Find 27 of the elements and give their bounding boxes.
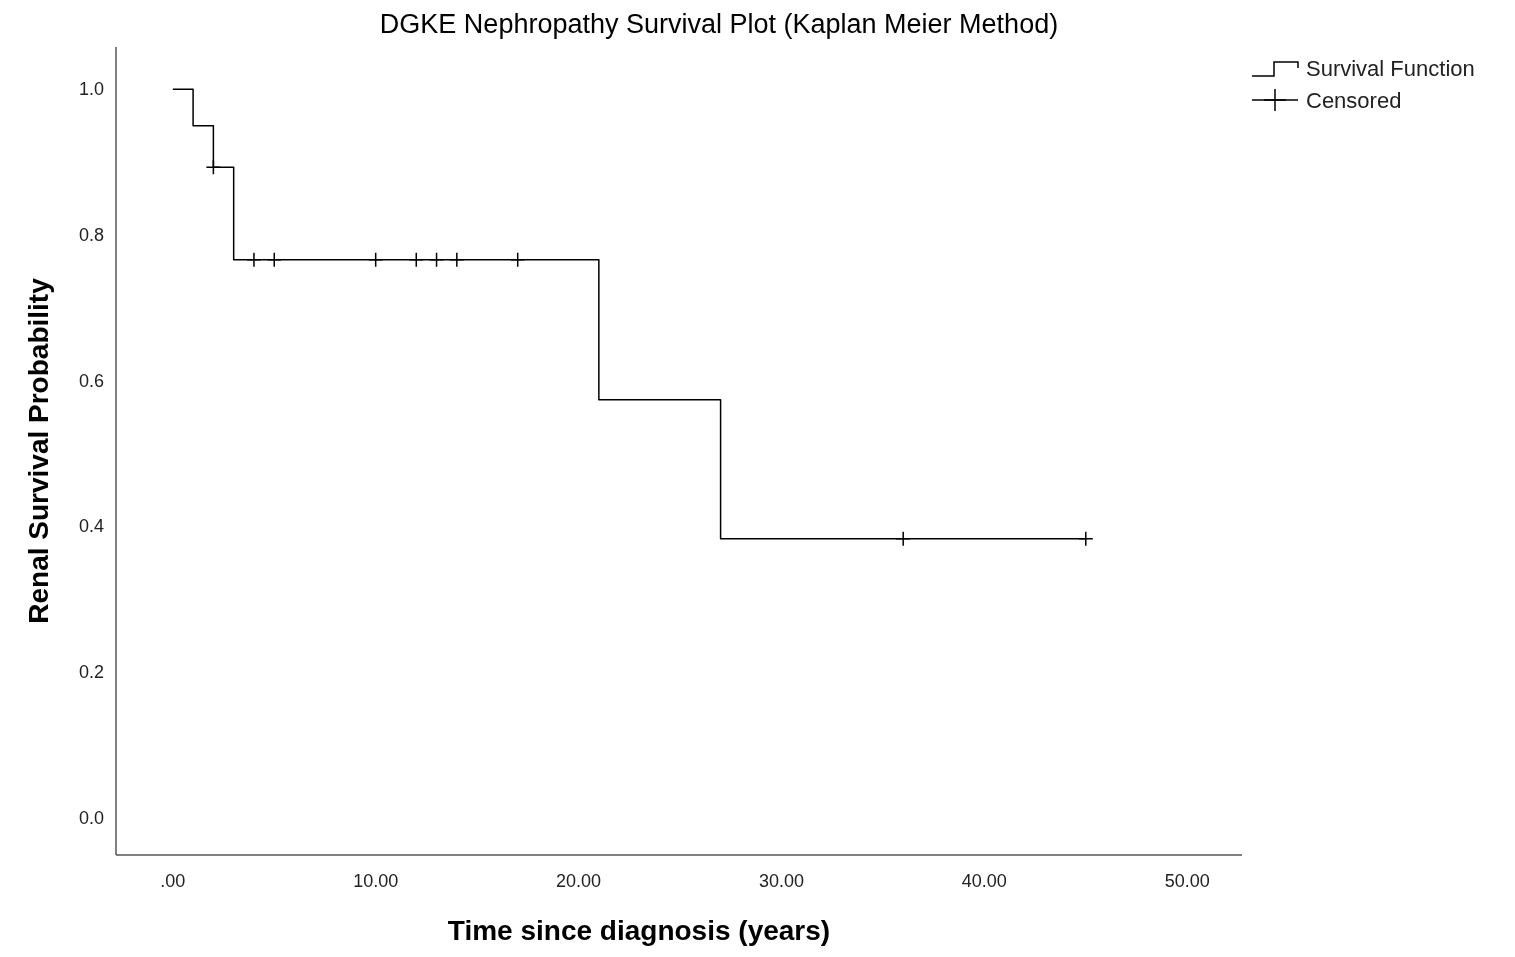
x-tick-label: 30.00 <box>758 871 804 891</box>
y-tick-label: 0.2 <box>78 662 104 683</box>
y-tick-label: 0.6 <box>78 370 104 391</box>
y-tick-label: 1.0 <box>78 79 104 100</box>
point <box>205 159 222 175</box>
y-tick-label: 0.8 <box>78 224 104 245</box>
point <box>428 252 445 268</box>
x-tick-label: .00 <box>160 871 186 891</box>
legend-label: Survival Function <box>1306 56 1475 81</box>
y-tick-label: 0.4 <box>78 516 104 537</box>
y-tick-label: 0.0 <box>78 807 104 828</box>
chart-title: DGKE Nephropathy Survival Plot (Kaplan Meier Method) <box>379 9 1059 39</box>
x-tick-label: 10.00 <box>353 871 399 891</box>
x-tick-label: 20.00 <box>556 871 602 891</box>
point <box>266 252 282 268</box>
point <box>895 531 911 547</box>
point <box>449 252 465 268</box>
point <box>1078 531 1094 547</box>
point <box>246 252 262 268</box>
y-axis-title: Renal Survival Probability <box>23 277 54 624</box>
x-tick-label: 50.00 <box>1164 871 1210 891</box>
x-tick-label: 40.00 <box>961 871 1007 891</box>
point <box>408 252 425 268</box>
x-axis-title: Time since diagnosis (years) <box>447 915 831 946</box>
point <box>367 252 384 268</box>
legend-label: Censored <box>1306 88 1402 113</box>
point <box>509 252 526 268</box>
